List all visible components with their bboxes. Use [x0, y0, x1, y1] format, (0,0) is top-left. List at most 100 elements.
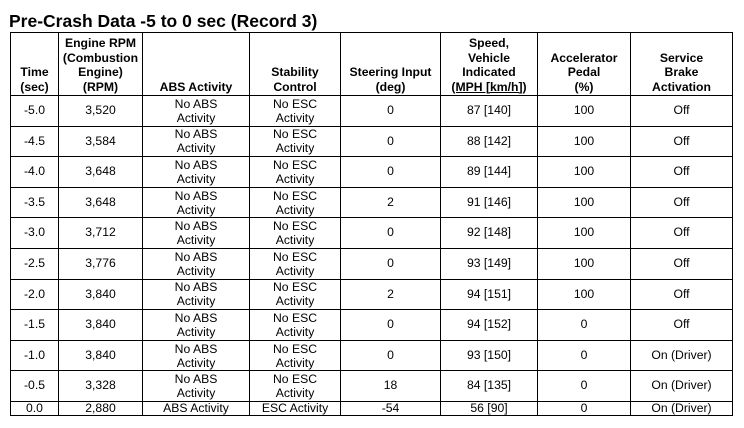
cell-abs-activity: No ABS Activity: [142, 125, 250, 158]
table-row: -2.5 3,776 No ABS Activity No ESC Activity 0 93…: [10, 247, 733, 280]
column-header-line: Pedal: [567, 65, 601, 79]
cell-service-brake: Off: [630, 186, 733, 219]
cell-stability-control: No ESC Activity: [249, 370, 341, 402]
cell-service-brake: Off: [630, 247, 733, 280]
column-header-line: ABS Activity: [159, 79, 233, 94]
cell-service-brake: Off: [630, 156, 733, 188]
cell-service-brake: Off: [630, 95, 733, 127]
cell-time: -1.0: [10, 339, 59, 372]
cell-engine-rpm: 3,328: [58, 370, 143, 402]
column-header-line: (Combustion: [62, 50, 139, 65]
table-row: -2.0 3,840 No ABS Activity No ESC Activity 2 94…: [10, 278, 733, 311]
cell-stability-control: No ESC Activity: [249, 95, 341, 127]
cell-line: No ABS: [174, 157, 218, 172]
cell-line: Activity: [275, 294, 315, 309]
cell-speed: 91 [146]: [440, 186, 538, 219]
cell-service-brake: Off: [630, 217, 733, 249]
table-row: -5.0 3,520 No ABS Activity No ESC Activity 0 87…: [10, 95, 733, 127]
cell-speed: 84 [135]: [440, 370, 538, 402]
cell-abs-activity: No ABS Activity: [142, 95, 250, 127]
cell-stability-control: ESC Activity: [249, 400, 341, 416]
cell-abs-activity: No ABS Activity: [142, 156, 250, 188]
cell-line: No ABS: [174, 96, 218, 111]
cell-steering-input: 0: [340, 309, 441, 341]
column-header-accelerator-pedal: Accelerator Pedal (%): [537, 32, 631, 96]
cell-accelerator-pedal: 0: [537, 339, 631, 372]
cell-service-brake: On (Driver): [630, 370, 733, 402]
cell-time: -1.5: [10, 309, 59, 341]
column-header-line: Indicated: [462, 65, 516, 79]
cell-line: No ESC: [272, 157, 318, 172]
pre-crash-data-table: Time (sec) Engine RPM (Combustion Engine) (RP…: [10, 32, 733, 416]
cell-line: Activity: [176, 202, 216, 217]
cell-steering-input: 18: [340, 370, 441, 402]
column-header-stability-control: Stability Control: [249, 32, 341, 96]
table-row: -1.5 3,840 No ABS Activity No ESC Activity 0 94…: [10, 309, 733, 341]
table-row: 0.0 2,880 ABS Activity ESC Activity -54 56 [9…: [10, 400, 733, 416]
cell-speed: 87 [140]: [440, 95, 538, 127]
cell-steering-input: 2: [340, 186, 441, 219]
cell-line: No ABS: [174, 127, 218, 142]
column-header-service-brake: Service Brake Activation: [630, 32, 733, 96]
cell-steering-input: 0: [340, 125, 441, 158]
cell-time: -4.5: [10, 125, 59, 158]
cell-abs-activity: No ABS Activity: [142, 309, 250, 341]
cell-line: No ESC: [272, 249, 318, 264]
cell-line: No ESC: [272, 341, 318, 356]
cell-accelerator-pedal: 100: [537, 278, 631, 311]
cell-line: No ESC: [272, 219, 318, 234]
column-header-line: Engine RPM: [64, 36, 137, 50]
cell-line: Activity: [275, 386, 315, 401]
cell-speed: 94 [151]: [440, 278, 538, 311]
table-row: -4.5 3,584 No ABS Activity No ESC Activity 0 88…: [10, 125, 733, 158]
cell-line: No ABS: [174, 188, 218, 203]
cell-abs-activity: No ABS Activity: [142, 278, 250, 311]
cell-engine-rpm: 3,584: [58, 125, 143, 158]
cell-line: Activity: [176, 294, 216, 309]
cell-steering-input: 0: [340, 339, 441, 372]
cell-time: 0.0: [10, 400, 59, 416]
cell-line: No ESC: [272, 280, 318, 295]
cell-time: -4.0: [10, 156, 59, 188]
cell-stability-control: No ESC Activity: [249, 309, 341, 341]
cell-steering-input: 0: [340, 95, 441, 127]
cell-engine-rpm: 2,880: [58, 400, 143, 416]
cell-line: No ABS: [174, 219, 218, 234]
cell-engine-rpm: 3,840: [58, 309, 143, 341]
cell-line: Activity: [275, 355, 315, 370]
cell-steering-input: 2: [340, 278, 441, 311]
cell-engine-rpm: 3,776: [58, 247, 143, 280]
column-header-line: Activation: [652, 79, 711, 94]
cell-line: No ABS: [174, 280, 218, 295]
cell-service-brake: On (Driver): [630, 339, 733, 372]
column-header-line: Time: [20, 65, 49, 79]
cell-stability-control: No ESC Activity: [249, 278, 341, 311]
cell-line: No ESC: [272, 310, 318, 325]
cell-speed: 92 [148]: [440, 217, 538, 249]
cell-speed: 56 [90]: [440, 400, 538, 416]
cell-speed: 94 [152]: [440, 309, 538, 341]
column-header-speed: Speed, Vehicle Indicated (MPH [km/h]): [440, 32, 538, 96]
column-header-line: (%): [574, 79, 594, 94]
cell-service-brake: Off: [630, 278, 733, 311]
cell-line: No ESC: [272, 188, 318, 203]
column-header-line: Service: [659, 50, 704, 65]
cell-line: Activity: [275, 141, 315, 156]
cell-stability-control: No ESC Activity: [249, 125, 341, 158]
column-header-line: Control: [273, 79, 317, 94]
column-header-line: Engine): [78, 65, 123, 79]
column-header-line: Accelerator: [550, 50, 618, 65]
cell-line: No ABS: [174, 249, 218, 264]
cell-engine-rpm: 3,648: [58, 156, 143, 188]
cell-line: No ESC: [272, 96, 318, 111]
column-header-engine-rpm: Engine RPM (Combustion Engine) (RPM): [58, 32, 143, 96]
cell-engine-rpm: 3,712: [58, 217, 143, 249]
cell-line: Activity: [176, 171, 216, 186]
cell-line: Activity: [275, 202, 315, 217]
cell-line: Activity: [275, 324, 315, 339]
cell-abs-activity: No ABS Activity: [142, 339, 250, 372]
cell-service-brake: Off: [630, 309, 733, 341]
cell-line: ABS Activity: [163, 401, 229, 416]
cell-abs-activity: No ABS Activity: [142, 370, 250, 402]
table-row: -0.5 3,328 No ABS Activity No ESC Activity 18 8…: [10, 370, 733, 402]
